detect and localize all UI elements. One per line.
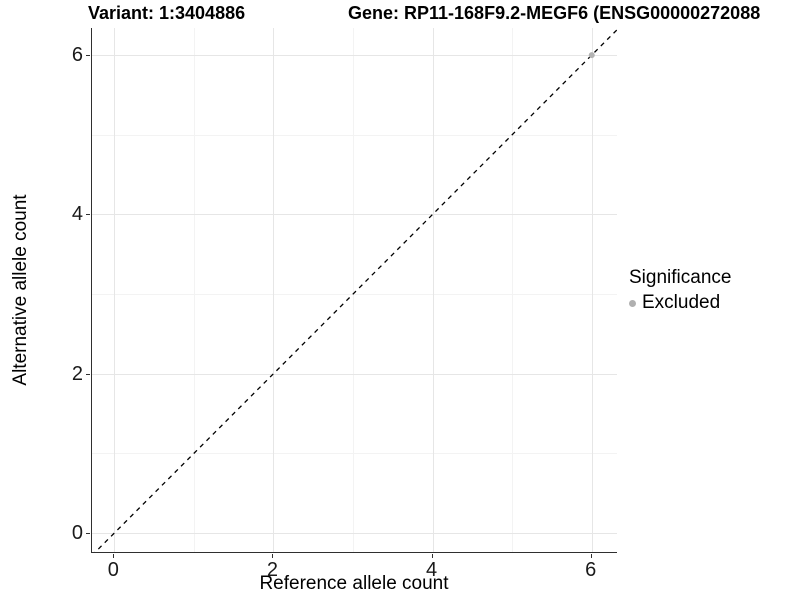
identity-dashed-line — [94, 28, 617, 552]
minor-gridline-x — [353, 28, 354, 552]
legend-item-label: Excluded — [642, 292, 721, 313]
minor-gridline-x — [193, 28, 195, 552]
y-tick-mark — [86, 373, 90, 375]
x-tick-mark — [590, 554, 592, 558]
y-tick-label: 0 — [71, 522, 83, 545]
x-tick-mark — [431, 554, 433, 558]
major-gridline-y — [92, 55, 617, 57]
minor-gridline-y — [92, 453, 617, 455]
x-tick-mark — [272, 554, 274, 558]
y-tick-mark — [86, 533, 90, 535]
y-tick-label: 4 — [71, 203, 83, 226]
y-tick-mark — [86, 214, 90, 216]
x-tick-label: 6 — [585, 559, 597, 581]
x-tick-mark — [113, 554, 115, 558]
y-tick-label: 6 — [71, 44, 83, 67]
y-tick-label: 2 — [71, 362, 83, 385]
plot-title-gene: Gene: RP11-168F9.2-MEGF6 (ENSG0000027208… — [348, 3, 761, 23]
major-gridline-x — [273, 28, 275, 552]
major-gridline-y — [92, 533, 617, 535]
major-gridline-x — [432, 28, 434, 552]
legend-item-excluded: Excluded — [629, 292, 731, 314]
major-gridline-x — [114, 28, 116, 552]
minor-gridline-y — [92, 294, 617, 296]
data-point — [588, 52, 595, 59]
major-gridline-x — [591, 28, 593, 552]
x-tick-label: 4 — [426, 559, 438, 581]
identity-line-and-points — [94, 28, 617, 552]
major-gridline-y — [92, 373, 617, 375]
minor-gridline-x — [512, 28, 514, 552]
legend-title: Significance — [629, 267, 732, 288]
y-tick-mark — [86, 55, 90, 57]
x-tick-label: 0 — [107, 559, 119, 581]
x-axis-label: Reference allele count — [259, 573, 449, 594]
major-gridline-y — [92, 214, 617, 216]
y-axis-label: Alternative allele count — [10, 194, 31, 386]
plot-title-variant: Variant: 1:3404886 — [88, 3, 246, 23]
minor-gridline-y — [92, 134, 617, 136]
x-tick-label: 2 — [266, 559, 278, 581]
excluded-marker-icon — [629, 299, 636, 307]
legend: Significance Excluded — [629, 266, 731, 314]
plot-panel — [91, 28, 617, 553]
